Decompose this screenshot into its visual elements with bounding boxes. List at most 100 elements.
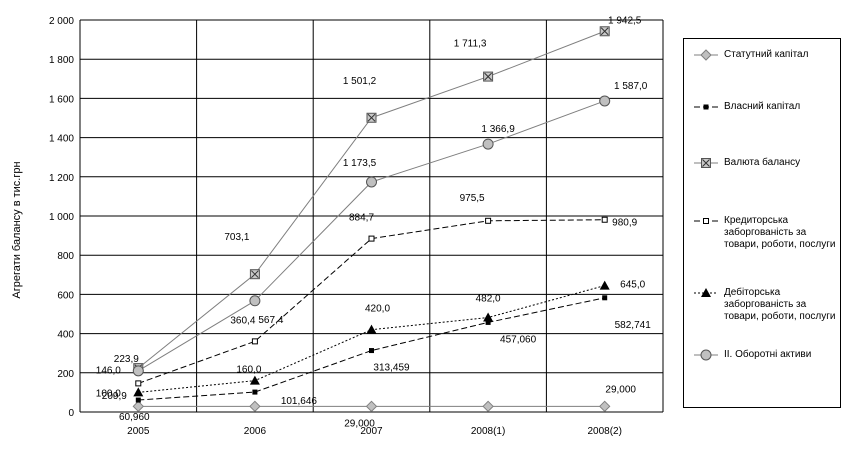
data-point	[366, 112, 377, 123]
data-label: 313,459	[373, 363, 410, 374]
y-tick-label: 1 600	[49, 94, 74, 105]
marker-cross	[251, 270, 259, 279]
data-point	[601, 216, 608, 223]
legend-swatch	[694, 104, 718, 110]
data-label: 1 501,2	[343, 76, 377, 87]
data-label: 1 711,3	[454, 39, 487, 50]
data-label: 209,9	[102, 391, 127, 402]
legend-label: Валюта балансу	[724, 157, 801, 168]
data-point	[249, 269, 260, 280]
data-label: 223,9	[114, 354, 139, 365]
data-label: 29,000	[605, 384, 636, 395]
data-point	[700, 49, 712, 61]
marker-cross	[367, 113, 376, 122]
data-point	[249, 400, 261, 413]
data-point	[132, 365, 144, 377]
data-label: 457,060	[500, 334, 537, 345]
legend-swatch	[694, 288, 718, 297]
data-point	[132, 400, 145, 413]
axes: 0 200 400 600 800 1 000 1 200 1 400 1 600 1 800 2 …	[49, 16, 622, 437]
legend-swatch	[694, 49, 718, 61]
legend-label: Статутний капітал	[724, 49, 809, 60]
data-point	[252, 389, 258, 395]
data-point	[703, 218, 709, 224]
data-label: 60,960	[119, 412, 150, 423]
data-point	[599, 280, 610, 290]
data-point	[135, 397, 141, 403]
y-tick-label: 2 000	[49, 16, 74, 27]
data-point	[366, 324, 377, 334]
series	[132, 26, 611, 413]
y-tick-label: 800	[57, 251, 74, 262]
data-point	[482, 138, 494, 150]
data-label: 980,9	[612, 218, 637, 229]
data-label: 1 942,5	[608, 15, 642, 26]
data-point	[599, 95, 611, 107]
data-label: 884,7	[349, 213, 374, 224]
data-label: 101,646	[281, 396, 318, 407]
marker-cross	[600, 27, 609, 36]
x-tick-label: 2008(2)	[587, 426, 621, 437]
data-label: 420,0	[365, 304, 390, 315]
data-point	[251, 338, 258, 345]
y-tick-label: 1 400	[49, 134, 74, 145]
data-label: 567,4	[258, 315, 283, 326]
x-tick-label: 2005	[127, 426, 150, 437]
y-axis-label: Агрегати балансу в тис.грн	[11, 161, 23, 298]
data-label: 1 587,0	[614, 81, 648, 92]
data-point	[598, 400, 611, 413]
y-tick-label: 400	[57, 330, 74, 341]
data-label: 360,4	[230, 315, 255, 326]
x-tick-label: 2008(1)	[471, 426, 505, 437]
data-point	[368, 235, 375, 242]
data-point	[701, 158, 711, 168]
data-point	[483, 71, 494, 82]
data-point	[135, 380, 142, 387]
legend-label: ІІ. Оборотні активи	[724, 349, 812, 360]
series-line	[138, 297, 605, 401]
data-label: 1 173,5	[343, 158, 377, 169]
data-label: 146,0	[96, 365, 121, 376]
chart: 0 200 400 600 800 1 000 1 200 1 400 1 600 1 800 2 …	[11, 15, 664, 437]
series-line	[138, 219, 605, 384]
legend-swatch	[694, 158, 718, 168]
y-tick-label: 0	[68, 408, 74, 419]
grid	[79, 19, 664, 413]
data-label: 29,000	[344, 418, 375, 429]
data-label: 582,741	[615, 320, 652, 331]
legend-label: Кредиторська заборгованість за товари, р…	[724, 215, 836, 250]
x-tick-label: 2006	[244, 426, 267, 437]
marker-cross	[702, 159, 710, 167]
legend-swatch	[694, 349, 718, 361]
data-point	[369, 348, 374, 354]
y-tick-label: 200	[57, 369, 74, 380]
data-point	[133, 387, 144, 397]
data-point	[485, 319, 491, 325]
legend-label: Дебіторська заборгованість за товари, ро…	[724, 287, 836, 322]
data-point	[485, 217, 492, 224]
data-label: 1 366,9	[481, 124, 515, 135]
data-label: 160,0	[236, 365, 261, 376]
marker-cross	[484, 72, 492, 81]
data-point	[703, 104, 709, 110]
data-label: 703,1	[224, 232, 249, 243]
data-point	[700, 349, 712, 361]
data-point	[366, 176, 377, 188]
data-point	[602, 295, 608, 301]
y-tick-label: 1 800	[49, 55, 74, 66]
data-point	[365, 400, 378, 413]
data-point	[483, 312, 494, 322]
data-point	[701, 288, 711, 297]
data-label: 100,0	[96, 388, 121, 399]
legend-label: Власний капітал	[724, 101, 801, 112]
legend-swatch	[694, 218, 718, 224]
data-point	[249, 375, 260, 385]
data-labels: 29,000 29,000 60,960 101,646 313,459 457,060 5…	[96, 15, 651, 429]
y-tick-label: 1 200	[49, 173, 74, 184]
data-label: 482,0	[476, 294, 501, 305]
data-point	[482, 400, 494, 413]
data-label: 645,0	[620, 280, 645, 291]
data-point	[599, 26, 610, 37]
y-tick-label: 600	[57, 290, 74, 301]
x-tick-label: 2007	[360, 426, 383, 437]
